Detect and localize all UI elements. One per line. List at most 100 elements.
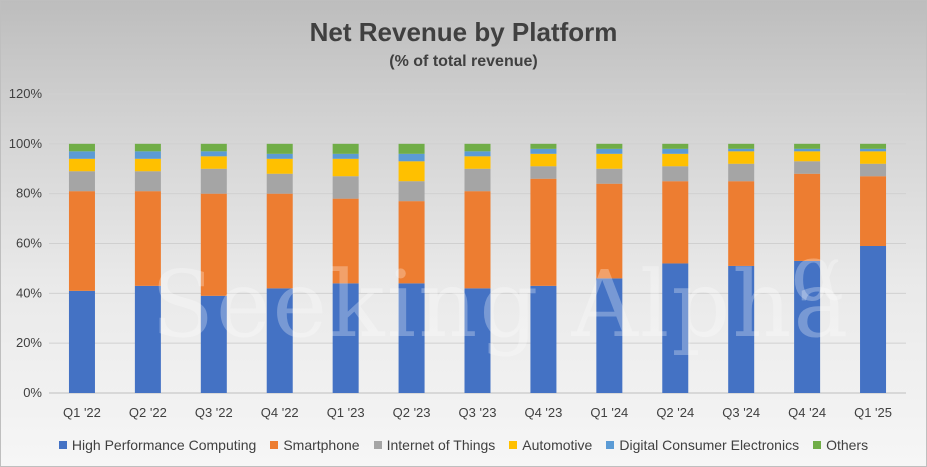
bar-segment-others [662, 143, 689, 149]
chart-title: Net Revenue by Platform [309, 17, 618, 47]
legend-swatch [813, 441, 822, 449]
bar-segment-others [464, 143, 491, 152]
bar-segment-automotive [68, 158, 95, 172]
bar-segment-others [200, 143, 227, 152]
bar-segment-smartphone [794, 173, 821, 261]
y-tick-label: 80% [16, 186, 42, 201]
bar-segment-automotive [662, 153, 689, 167]
bar-segment-internet-of-things [860, 163, 887, 177]
bar-segment-high-performance-computing [68, 290, 95, 393]
bar-segment-digital-consumer-electronics [596, 148, 623, 154]
bar-segment-automotive [134, 158, 161, 172]
legend-swatch [270, 441, 279, 449]
bar-segment-internet-of-things [530, 166, 557, 179]
legend-item: Others [813, 437, 868, 453]
bar-segment-smartphone [134, 191, 161, 286]
x-tick-label: Q1 '24 [590, 405, 628, 420]
bar-segment-internet-of-things [596, 168, 623, 184]
bar-segment-internet-of-things [200, 168, 227, 194]
y-tick-label: 100% [9, 136, 43, 151]
bar-segment-smartphone [728, 181, 755, 266]
bar-segment-digital-consumer-electronics [530, 148, 557, 154]
bar-segment-automotive [860, 151, 887, 164]
bar-segment-others [398, 143, 425, 154]
bar-segment-high-performance-computing [530, 285, 557, 393]
y-axis-ticks: 0% 20% 40% 60% 80% 100% 120% [9, 86, 43, 400]
bar-segment-smartphone [68, 191, 95, 291]
bar-segment-digital-consumer-electronics [662, 148, 689, 154]
bar-segment-smartphone [860, 176, 887, 246]
legend-item: Internet of Things [373, 437, 496, 453]
bar-segment-smartphone [662, 181, 689, 264]
bar-segment-internet-of-things [68, 171, 95, 192]
bar-segment-automotive [530, 153, 557, 167]
bar-segment-internet-of-things [794, 161, 821, 174]
bar-segment-automotive [398, 161, 425, 182]
x-tick-label: Q3 '24 [722, 405, 760, 420]
bar-segment-automotive [596, 153, 623, 169]
bar-segment-others [860, 143, 887, 149]
bar-segment-internet-of-things [398, 181, 425, 202]
legend-item: High Performance Computing [58, 437, 256, 453]
bar-segment-digital-consumer-electronics [794, 148, 821, 152]
x-tick-label: Q1 '22 [63, 405, 101, 420]
bar-segment-others [596, 143, 623, 149]
bar-segment-digital-consumer-electronics [728, 148, 755, 152]
bar-segment-smartphone [332, 198, 359, 284]
y-tick-label: 20% [16, 335, 42, 350]
legend-item: Smartphone [270, 437, 360, 453]
bar-segment-high-performance-computing [464, 288, 491, 393]
bar-segment-digital-consumer-electronics [332, 153, 359, 159]
bar-segment-automotive [794, 151, 821, 162]
bar-segment-others [68, 143, 95, 152]
x-tick-label: Q3 '22 [195, 405, 233, 420]
bars [68, 143, 887, 393]
x-tick-label: Q3 '23 [459, 405, 497, 420]
bar-segment-digital-consumer-electronics [134, 151, 161, 159]
bar-segment-high-performance-computing [398, 283, 425, 393]
x-tick-label: Q4 '22 [261, 405, 299, 420]
chart-subtitle: (% of total revenue) [389, 53, 538, 70]
x-tick-label: Q2 '23 [393, 405, 431, 420]
legend-label: Automotive [522, 437, 593, 453]
bar-segment-automotive [464, 156, 491, 169]
bar-segment-smartphone [596, 183, 623, 279]
legend-swatch [509, 441, 518, 449]
legend-item: Digital Consumer Electronics [606, 437, 799, 453]
x-tick-label: Q2 '22 [129, 405, 167, 420]
bar-segment-others [530, 143, 557, 149]
bar-segment-high-performance-computing [794, 260, 821, 393]
x-tick-label: Q1 '25 [854, 405, 892, 420]
bar-segment-others [332, 143, 359, 154]
bar-segment-high-performance-computing [728, 265, 755, 393]
bar-segment-high-performance-computing [332, 283, 359, 393]
bar-segment-automotive [200, 156, 227, 169]
bar-segment-internet-of-things [134, 171, 161, 192]
bar-segment-internet-of-things [662, 166, 689, 182]
legend-label: Internet of Things [386, 437, 496, 453]
bar-segment-internet-of-things [266, 173, 293, 194]
bar-segment-high-performance-computing [662, 263, 689, 393]
bar-segment-internet-of-things [464, 168, 491, 192]
bar-segment-digital-consumer-electronics [200, 151, 227, 157]
bar-segment-others [728, 143, 755, 149]
x-tick-label: Q1 '23 [327, 405, 365, 420]
legend-swatch [58, 441, 67, 449]
bar-segment-smartphone [200, 193, 227, 296]
bar-segment-digital-consumer-electronics [860, 148, 887, 152]
bar-segment-high-performance-computing [200, 295, 227, 393]
legend-swatch [606, 441, 615, 449]
bar-segment-high-performance-computing [266, 288, 293, 393]
bar-segment-smartphone [398, 201, 425, 284]
bar-segment-digital-consumer-electronics [266, 153, 293, 159]
bar-segment-internet-of-things [332, 176, 359, 199]
bar-segment-automotive [266, 158, 293, 174]
bar-segment-internet-of-things [728, 163, 755, 182]
bar-segment-smartphone [464, 191, 491, 289]
bar-segment-high-performance-computing [134, 285, 161, 393]
bar-segment-digital-consumer-electronics [398, 153, 425, 162]
bar-segment-others [266, 143, 293, 154]
bar-segment-smartphone [266, 193, 293, 289]
